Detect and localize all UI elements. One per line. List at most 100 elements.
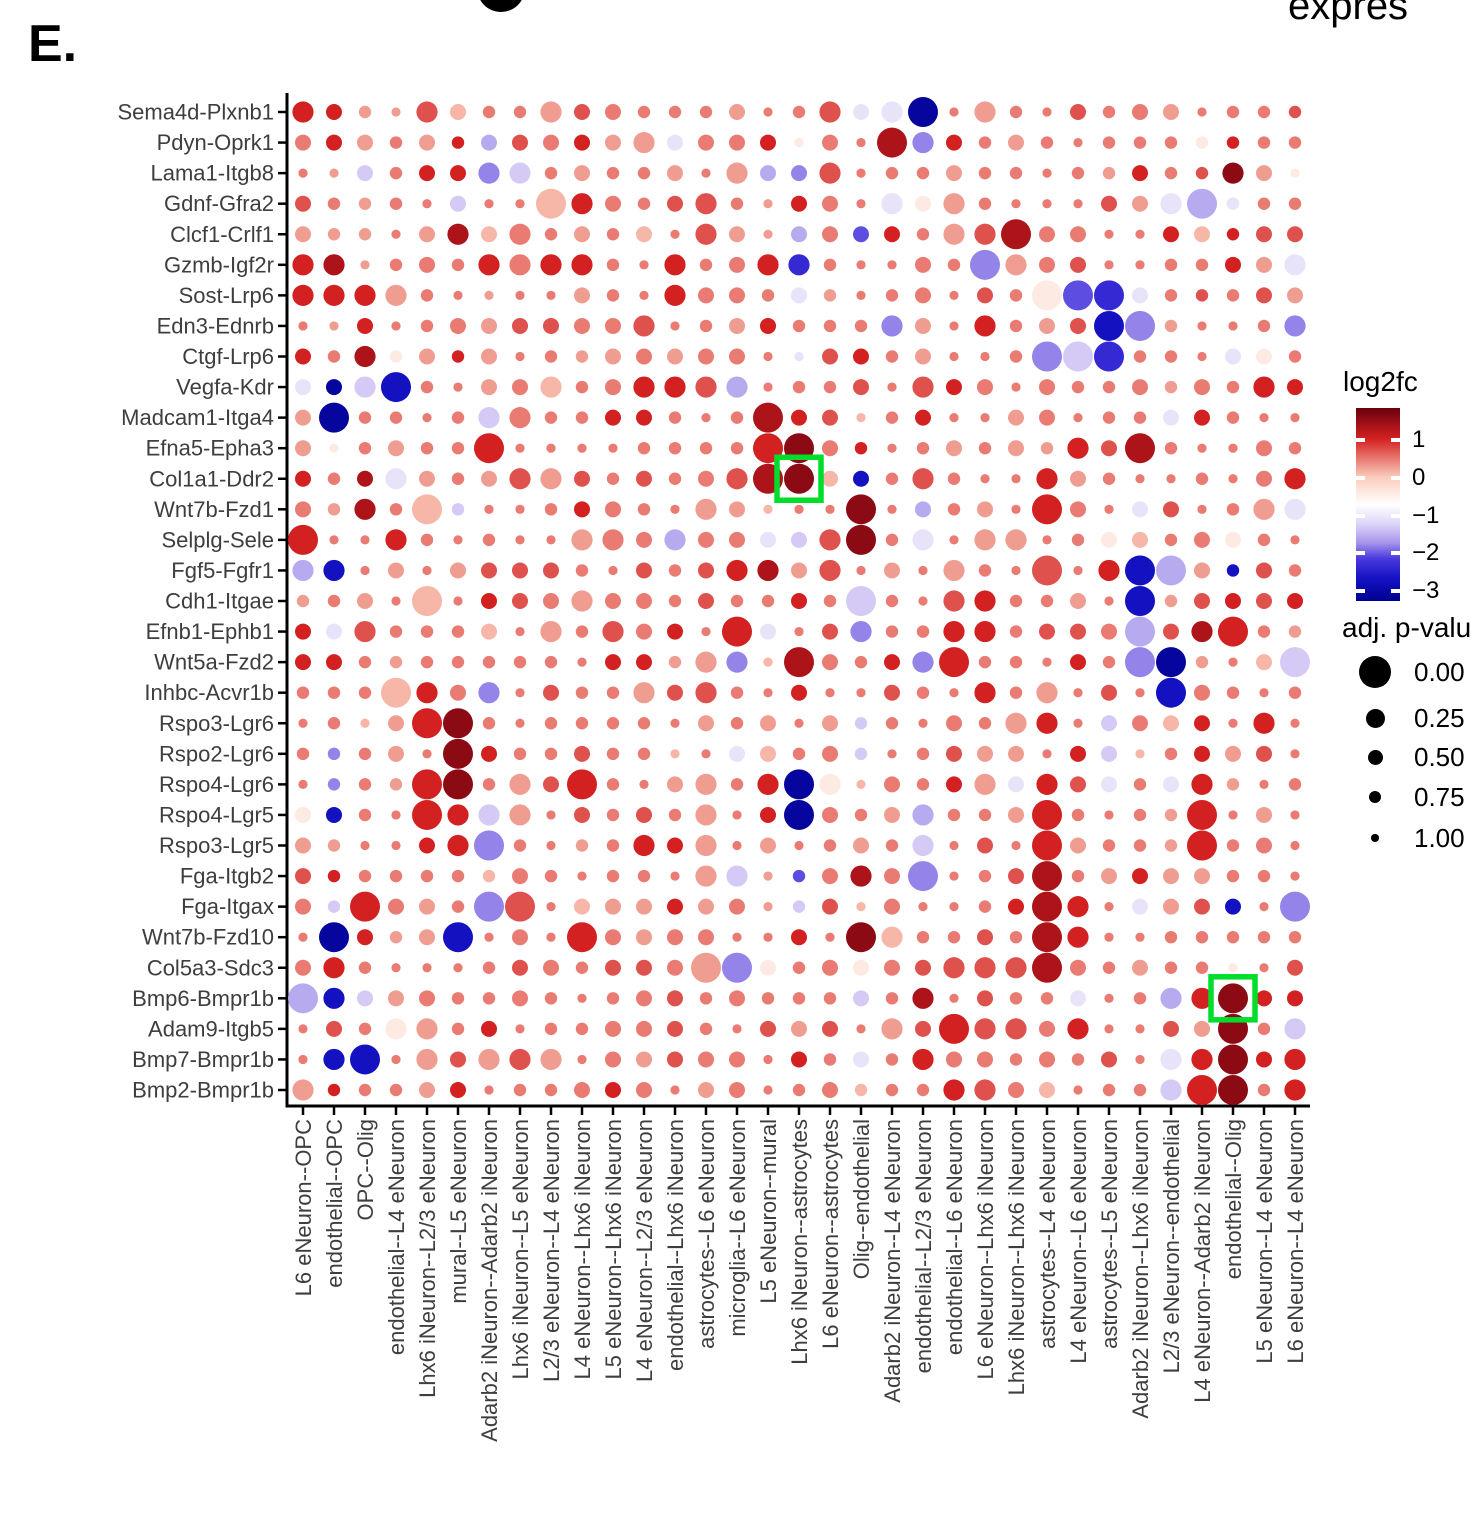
- dot: [792, 380, 806, 394]
- dot: [605, 348, 621, 365]
- dot: [420, 319, 434, 333]
- dot: [509, 407, 531, 429]
- dot: [639, 290, 649, 300]
- dot: [1163, 776, 1179, 793]
- dot: [1001, 219, 1031, 250]
- dot: [1132, 287, 1148, 304]
- dot: [916, 778, 930, 791]
- dot: [1256, 1051, 1272, 1068]
- dot: [1067, 926, 1089, 948]
- dot: [567, 922, 597, 953]
- dot: [695, 865, 717, 887]
- dot: [854, 1083, 868, 1097]
- y-axis-label: Sost-Lrp6: [179, 283, 274, 308]
- dot: [856, 137, 866, 148]
- dot: [854, 655, 868, 669]
- dot: [912, 834, 934, 857]
- dot: [819, 101, 841, 123]
- dot: [791, 226, 807, 243]
- dot: [381, 677, 411, 708]
- dot: [1032, 922, 1062, 953]
- dot: [605, 929, 621, 946]
- dot: [416, 1048, 438, 1071]
- x-axis-label: Adarb2 iNeuron--Adarb2 iNeuron: [477, 1119, 502, 1442]
- dot: [757, 254, 779, 276]
- dot: [1257, 869, 1271, 883]
- dot: [481, 562, 497, 579]
- dot: [358, 1022, 372, 1036]
- size-legend-dot: [1369, 791, 1381, 803]
- dot: [730, 411, 744, 424]
- dot: [605, 593, 621, 609]
- dot: [977, 379, 993, 396]
- dot: [391, 963, 401, 973]
- dot: [1226, 136, 1240, 149]
- dot: [908, 97, 938, 127]
- dot: [605, 134, 621, 151]
- dot: [1009, 625, 1023, 638]
- dot: [420, 289, 434, 302]
- dot: [515, 351, 525, 362]
- dot: [1284, 468, 1306, 490]
- dot: [292, 1079, 314, 1101]
- dot: [453, 963, 463, 973]
- x-axis-label: Olig--endothelial: [849, 1119, 874, 1279]
- dot: [358, 105, 372, 119]
- dot: [943, 223, 965, 245]
- dot: [977, 287, 993, 304]
- dot: [1226, 930, 1240, 944]
- dot: [1070, 256, 1086, 273]
- dot: [513, 105, 527, 119]
- dot: [915, 1020, 931, 1037]
- dot: [1164, 380, 1178, 394]
- colorbar-tick-mark: [1391, 476, 1400, 481]
- dot: [450, 684, 466, 701]
- dot: [574, 104, 590, 120]
- dot: [1039, 256, 1055, 273]
- dot: [949, 871, 959, 881]
- dot: [636, 959, 652, 976]
- size-legend-label: 1.00: [1414, 823, 1465, 853]
- dot: [885, 166, 899, 180]
- dot: [513, 655, 527, 669]
- dot: [381, 372, 411, 403]
- dot: [1102, 380, 1116, 394]
- dot: [1191, 1048, 1213, 1071]
- dot: [354, 498, 376, 520]
- dot: [784, 647, 814, 678]
- size-legend-label: 0.50: [1414, 742, 1465, 772]
- colorbar-tick-mark: [1356, 513, 1365, 518]
- dot: [822, 1082, 838, 1098]
- dot: [823, 289, 837, 302]
- dot: [512, 868, 528, 885]
- x-axis-label: endothelial--L2/3 eNeuron: [911, 1119, 936, 1373]
- dot: [1070, 837, 1086, 854]
- dot: [636, 531, 652, 548]
- dot: [915, 317, 931, 334]
- dot: [1040, 594, 1054, 608]
- dot: [947, 930, 961, 944]
- dot: [695, 193, 717, 215]
- dot: [1008, 745, 1024, 762]
- dot: [1288, 197, 1302, 210]
- dot: [295, 348, 311, 365]
- dot: [389, 136, 403, 149]
- dot: [512, 317, 528, 334]
- dot: [323, 284, 345, 306]
- dot: [1195, 289, 1209, 302]
- dot: [474, 433, 504, 464]
- dot: [389, 197, 403, 210]
- dot: [1032, 341, 1062, 372]
- dot: [544, 411, 558, 424]
- dot: [637, 869, 651, 883]
- dot: [792, 900, 806, 913]
- dot: [949, 107, 959, 117]
- dot: [947, 472, 961, 485]
- dot: [667, 898, 683, 915]
- dot: [1256, 256, 1272, 273]
- dot: [1104, 504, 1114, 514]
- dot: [699, 319, 713, 333]
- dot: [1256, 837, 1272, 854]
- dot: [822, 745, 838, 762]
- dot: [698, 531, 714, 548]
